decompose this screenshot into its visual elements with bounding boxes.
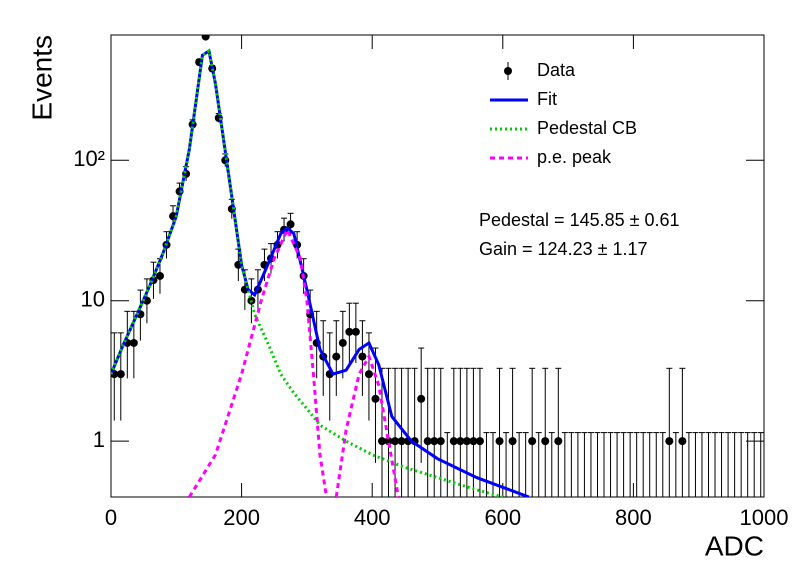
- data-point: [129, 338, 138, 347]
- annotation: Gain = 124.23 ± 1.17: [479, 239, 648, 259]
- plot-frame: [110, 34, 765, 498]
- data-point: [155, 271, 164, 280]
- data-point: [508, 437, 517, 446]
- data-point: [469, 437, 478, 446]
- legend-label: Fit: [537, 89, 557, 109]
- data-point: [665, 437, 674, 446]
- data-point: [286, 220, 295, 229]
- legend-label: Data: [537, 60, 576, 80]
- curve: [334, 352, 400, 497]
- data-point: [430, 437, 439, 446]
- data-point: [541, 437, 550, 446]
- data-point: [495, 437, 504, 446]
- data-point: [358, 352, 367, 361]
- data-point: [338, 338, 347, 347]
- legend-label: p.e. peak: [537, 147, 612, 167]
- x-axis-label: ADC: [705, 530, 764, 561]
- data-point: [345, 327, 354, 336]
- plot-area: [111, 35, 764, 497]
- data-point: [475, 437, 484, 446]
- data-point: [377, 437, 386, 446]
- data-point: [201, 35, 210, 41]
- data-point: [462, 437, 471, 446]
- data-point: [417, 394, 426, 403]
- data-point: [456, 437, 465, 446]
- annotation: Pedestal = 145.85 ± 0.61: [479, 210, 680, 230]
- x-tick-label: 1000: [740, 505, 789, 530]
- data-point: [449, 437, 458, 446]
- data-point: [364, 370, 373, 379]
- data-point: [528, 437, 537, 446]
- x-tick-label: 800: [615, 505, 652, 530]
- data-point: [351, 327, 360, 336]
- data-point: [384, 437, 393, 446]
- data-point: [397, 437, 406, 446]
- data-point: [423, 437, 432, 446]
- data-point: [116, 370, 125, 379]
- y-tick-label: 10: [81, 287, 105, 312]
- curve: [111, 48, 530, 497]
- curve: [111, 48, 504, 497]
- data-point: [391, 437, 400, 446]
- data-point: [436, 437, 445, 446]
- y-tick-label: 1: [93, 427, 105, 452]
- y-axis-label: Events: [26, 35, 57, 121]
- x-tick-label: 200: [223, 505, 260, 530]
- data-point: [554, 437, 563, 446]
- data-point: [332, 352, 341, 361]
- x-tick-label: 0: [105, 505, 117, 530]
- data-point: [678, 437, 687, 446]
- legend-swatch: [504, 67, 512, 75]
- x-tick-label: 400: [354, 505, 391, 530]
- curve: [188, 226, 328, 497]
- legend-label: Pedestal CB: [537, 118, 637, 138]
- x-tick-label: 600: [484, 505, 521, 530]
- data-point: [371, 394, 380, 403]
- y-tick-label: 10²: [73, 146, 105, 171]
